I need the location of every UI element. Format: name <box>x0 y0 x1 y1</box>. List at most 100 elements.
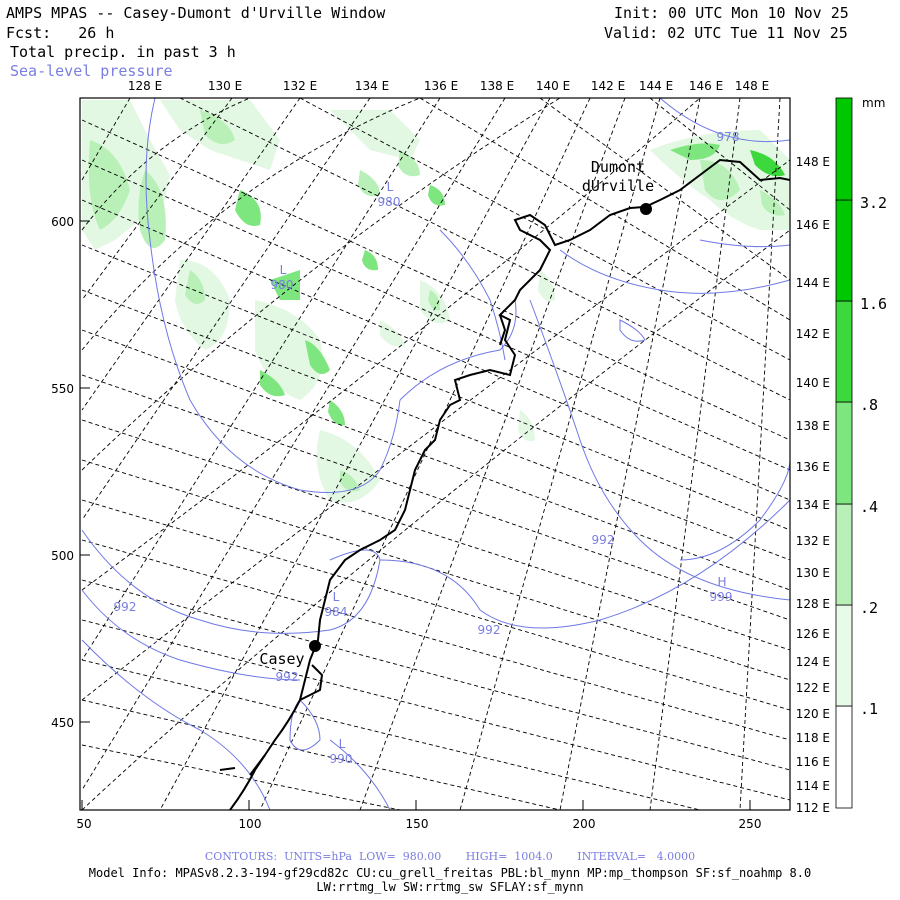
precip-field <box>82 100 790 503</box>
right-lon-label: 126 E <box>796 627 830 641</box>
right-lon-label: 124 E <box>796 655 830 669</box>
right-lon-label: 132 E <box>796 534 830 548</box>
left-tick-450: 450 <box>51 716 74 730</box>
right-lon-label: 142 E <box>796 327 830 341</box>
right-lon-labels: 148 E 146 E 144 E 142 E 140 E 138 E 136 … <box>796 155 830 815</box>
top-lon-label: 128 E <box>128 79 162 93</box>
model-info-line2: LW:rrtmg_lw SW:rrtmg_sw SFLAY:sf_mynn <box>316 880 584 894</box>
right-lon-label: 112 E <box>796 801 830 815</box>
contour-info: CONTOURS: UNITS=hPa LOW= 980.00 HIGH= 10… <box>204 850 696 863</box>
station-dumont-durville: Dumont dUrville <box>582 158 654 215</box>
right-lon-label: 134 E <box>796 498 830 512</box>
pressure-value-label: 992 <box>114 600 137 614</box>
right-lon-label: 128 E <box>796 597 830 611</box>
right-lon-label: 122 E <box>796 681 830 695</box>
pressure-value-label: 978 <box>717 130 740 144</box>
pressure-value-label: 990 <box>330 752 353 766</box>
top-lon-label: 148 E <box>735 79 769 93</box>
colorbar-unit: mm <box>862 96 885 110</box>
colorbar-swatch <box>835 97 853 201</box>
map-title: AMPS MPAS -- Casey-Dumont d'Urville Wind… <box>6 4 386 22</box>
fcst-label: Fcst: <box>6 24 52 42</box>
colorbar-swatch <box>835 503 853 606</box>
top-lon-label: 142 E <box>591 79 625 93</box>
colorbar: mm .1 .2 .4 .8 1.6 3.2 <box>835 96 887 809</box>
right-lon-label: 140 E <box>796 376 830 390</box>
station-label: Casey <box>259 650 304 668</box>
colorbar-swatch <box>835 604 853 707</box>
colorbar-swatch <box>835 401 853 505</box>
right-lon-label: 120 E <box>796 707 830 721</box>
colorbar-labels: .1 .2 .4 .8 1.6 3.2 <box>860 194 887 718</box>
coastline <box>219 158 790 810</box>
colorbar-label: .8 <box>860 396 878 414</box>
forecast-label: Fcst: 26 h <box>6 24 114 42</box>
left-tick-500: 500 <box>51 549 74 563</box>
top-lon-label: 140 E <box>536 79 570 93</box>
station-label: dUrville <box>582 177 654 195</box>
bottom-tick-50: 50 <box>76 817 91 831</box>
top-lon-label: 146 E <box>689 79 723 93</box>
top-lon-label: 144 E <box>639 79 673 93</box>
field-slp-label: Sea-level pressure <box>10 62 173 80</box>
top-lon-label: 136 E <box>424 79 458 93</box>
pressure-value-label: 992 <box>478 623 501 637</box>
station-dot <box>309 640 321 652</box>
right-lon-label: 118 E <box>796 731 830 745</box>
valid-time: Valid: 02 UTC Tue 11 Nov 25 <box>604 24 848 42</box>
station-dot <box>640 203 652 215</box>
pressure-value-label: 980 <box>378 195 401 209</box>
colorbar-label: .1 <box>860 700 878 718</box>
model-info: Model Info: MPASv8.2.3-194-gf29cd82c CU:… <box>88 866 812 880</box>
low-marker: L <box>339 737 346 751</box>
left-tick-550: 550 <box>51 382 74 396</box>
colorbar-swatch <box>835 300 853 403</box>
pressure-value-label: 984 <box>325 605 348 619</box>
station-casey: Casey <box>259 640 321 668</box>
right-lon-label: 138 E <box>796 419 830 433</box>
right-lon-label: 136 E <box>796 460 830 474</box>
left-tick-labels: 600 550 500 450 <box>51 215 74 730</box>
bottom-tick-150: 150 <box>406 817 429 831</box>
right-lon-label: 130 E <box>796 566 830 580</box>
station-label: Dumont <box>591 158 645 176</box>
plot-frame <box>79 97 791 811</box>
right-lon-label: 146 E <box>796 218 830 232</box>
init-time: Init: 00 UTC Mon 10 Nov 25 <box>614 4 849 22</box>
slp-contours <box>81 98 790 810</box>
colorbar-swatch <box>835 705 853 809</box>
colorbar-swatch <box>835 199 853 302</box>
bottom-tick-labels: 50 100 150 200 250 <box>76 817 761 831</box>
high-marker: H <box>717 575 726 589</box>
left-tick-600: 600 <box>51 215 74 229</box>
top-lon-labels: 128 E 130 E 132 E 134 E 136 E 138 E 140 … <box>128 79 769 93</box>
top-lon-label: 132 E <box>283 79 317 93</box>
field-precip-label: Total precip. in past 3 h <box>10 43 236 61</box>
colorbar-label: .2 <box>860 599 878 617</box>
bottom-tick-100: 100 <box>239 817 262 831</box>
graticule <box>81 98 790 810</box>
pressure-value-label: 992 <box>276 670 299 684</box>
top-lon-label: 130 E <box>208 79 242 93</box>
right-lon-label: 148 E <box>796 155 830 169</box>
plot-area <box>81 98 790 810</box>
colorbar-label: 3.2 <box>860 194 887 212</box>
pressure-value-label: 999 <box>710 590 733 604</box>
axis-ticks <box>80 220 751 810</box>
low-marker: L <box>280 263 287 277</box>
right-lon-label: 116 E <box>796 755 830 769</box>
colorbar-label: 1.6 <box>860 295 887 313</box>
top-lon-label: 138 E <box>480 79 514 93</box>
fcst-value: 26 h <box>78 24 115 42</box>
right-lon-label: 114 E <box>796 779 830 793</box>
colorbar-label: .4 <box>860 498 878 516</box>
pressure-labels: 978 L 980 L 980 992 H 999 992 992 L 984 … <box>114 130 740 766</box>
low-marker: L <box>387 180 394 194</box>
bottom-tick-200: 200 <box>573 817 596 831</box>
bottom-tick-250: 250 <box>739 817 762 831</box>
top-lon-label: 134 E <box>355 79 389 93</box>
right-lon-label: 144 E <box>796 276 830 290</box>
pressure-value-label: 992 <box>592 533 615 547</box>
pressure-value-label: 980 <box>271 278 294 292</box>
